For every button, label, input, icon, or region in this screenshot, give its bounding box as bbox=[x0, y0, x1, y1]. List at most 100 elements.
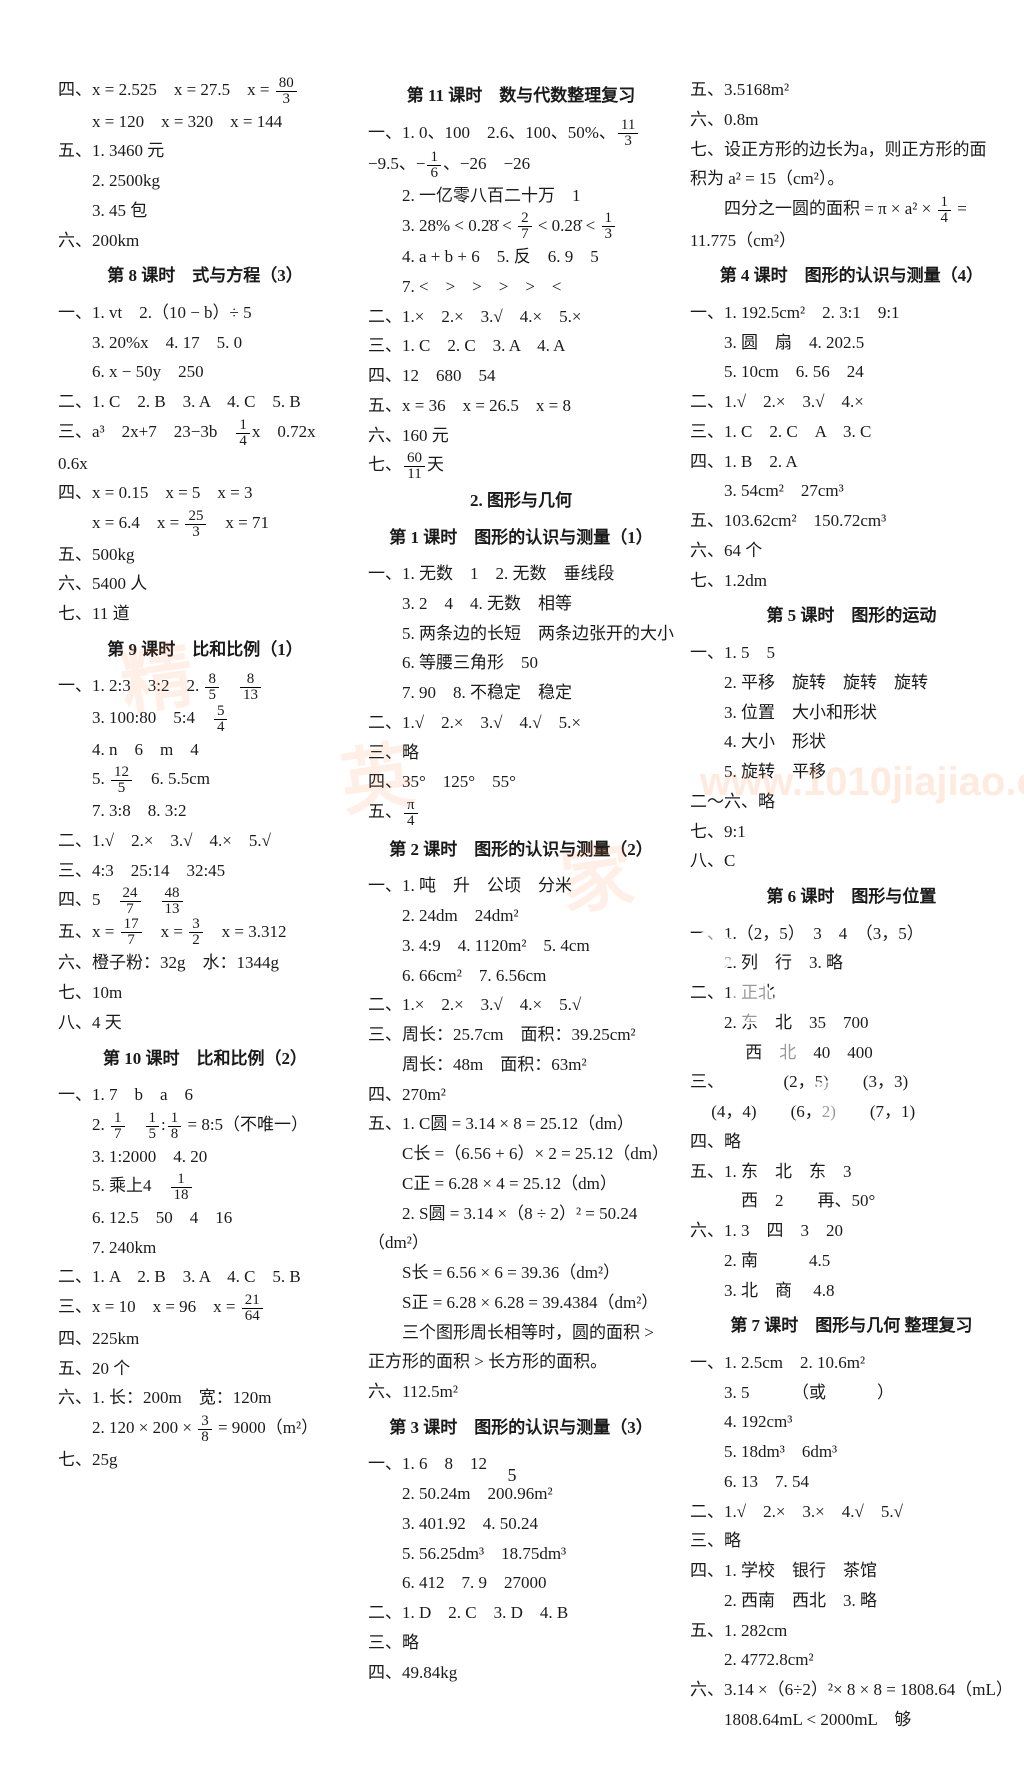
text: 6. 12.5 50 4 16 bbox=[58, 1203, 352, 1233]
text: x = 6.4 x = bbox=[58, 513, 183, 532]
lesson-heading: 第 3 课时 图形的认识与测量（3） bbox=[368, 1413, 674, 1444]
column-1: 四、x = 2.525 x = 27.5 x = 803 x = 120 x =… bbox=[50, 75, 360, 1735]
text: 一、1. 5 5 bbox=[690, 638, 1013, 668]
text: 三、1. C 2. C A 3. C bbox=[690, 417, 1013, 447]
text: 二、1.× 2.× 3.√ 4.× 5.√ bbox=[368, 990, 674, 1020]
text: 周长：48m 面积：63m² bbox=[368, 1050, 674, 1080]
column-3: 五、3.5168m² 六、0.8m 七、设正方形的边长为a，则正方形的面 积为 … bbox=[682, 75, 1021, 1735]
text: 5. 乘上4 bbox=[58, 1176, 169, 1195]
text: 3. 位置 大小和形状 bbox=[690, 698, 1013, 728]
text: 2. 120 × 200 × bbox=[58, 1418, 196, 1437]
text: 四、270m² bbox=[368, 1080, 674, 1110]
text: 3. 45 包 bbox=[58, 196, 352, 226]
decorative-blob bbox=[770, 1030, 814, 1074]
text: 六、5400 人 bbox=[58, 569, 352, 599]
text: 3. 4:9 4. 1120m² 5. 4cm bbox=[368, 931, 674, 961]
text: = 9000（m²） bbox=[214, 1418, 318, 1437]
text: 6. 等腰三角形 50 bbox=[368, 648, 674, 678]
text: 二、1.× 2.× 3.√ 4.× 5.× bbox=[368, 302, 674, 332]
text: 2. 2500kg bbox=[58, 166, 352, 196]
text: 三、略 bbox=[368, 1628, 674, 1658]
text: 六、160 元 bbox=[368, 421, 674, 451]
text: 5. 两条边的长短 两条边张开的大小 bbox=[368, 619, 674, 649]
text: 四、x = 0.15 x = 5 x = 3 bbox=[58, 478, 352, 508]
text: 4. 192cm³ bbox=[690, 1407, 1013, 1437]
text: 0.6x bbox=[58, 449, 352, 479]
lesson-heading: 第 1 课时 图形的认识与测量（1） bbox=[368, 523, 674, 554]
text: S正 = 6.28 × 6.28 = 39.4384（dm²） bbox=[368, 1288, 674, 1318]
text: 二、1. C 2. B 3. A 4. C 5. B bbox=[58, 387, 352, 417]
text: 3. 北 商 4.8 bbox=[690, 1276, 1013, 1306]
text: 八、4 天 bbox=[58, 1008, 352, 1038]
text: 四、x = 2.525 x = 27.5 x = bbox=[58, 80, 274, 99]
text: 六、橙子粉：32g 水：1344g bbox=[58, 948, 352, 978]
text: 7. 240km bbox=[58, 1233, 352, 1263]
text: 一、1. 吨 升 公顷 分米 bbox=[368, 871, 674, 901]
text: x = 3.312 bbox=[205, 922, 287, 941]
text: 、−26 −26 bbox=[443, 154, 530, 173]
text: 七、设正方形的边长为a，则正方形的面 bbox=[690, 135, 1013, 165]
text: 2. bbox=[58, 1115, 109, 1134]
text: 5. bbox=[58, 769, 109, 788]
text: 七、11 道 bbox=[58, 599, 352, 629]
text: 7. 90 8. 不稳定 稳定 bbox=[368, 678, 674, 708]
text: 3. 2 4 4. 无数 相等 bbox=[368, 589, 674, 619]
text: 3. 20%x 4. 17 5. 0 bbox=[58, 328, 352, 358]
text: 六、1. 3 四 3 20 bbox=[690, 1216, 1013, 1246]
text: 3. 28% < 0.2̇8̇ < bbox=[368, 216, 516, 235]
text: 二、1.√ 2.× 3.× 4.√ 5.√ bbox=[690, 1497, 1013, 1527]
text: C正 = 6.28 × 4 = 25.12（dm） bbox=[368, 1169, 674, 1199]
text: 3. 5 （或 ） bbox=[690, 1378, 1013, 1408]
lesson-heading: 第 2 课时 图形的认识与测量（2） bbox=[368, 835, 674, 866]
text: 2. 西南 西北 3. 略 bbox=[690, 1586, 1013, 1616]
text: 五、x = bbox=[58, 922, 119, 941]
text: 2. 24dm 24dm² bbox=[368, 901, 674, 931]
text: 三、4:3 25:14 32:45 bbox=[58, 856, 352, 886]
text: 6. 66cm² 7. 6.56cm bbox=[368, 961, 674, 991]
text: 2. S圆 = 3.14 ×（8 ÷ 2）² = 50.24 bbox=[368, 1199, 674, 1229]
text: 正方形的面积 > 长方形的面积。 bbox=[368, 1347, 674, 1377]
text: 2. 一亿零八百二十万 1 bbox=[368, 181, 674, 211]
text: 积为 a² = 15（cm²）。 bbox=[690, 164, 1013, 194]
text: 四、225km bbox=[58, 1324, 352, 1354]
text: 五、x = 36 x = 26.5 x = 8 bbox=[368, 391, 674, 421]
text: C长 =（6.56 + 6）× 2 = 25.12（dm） bbox=[368, 1139, 674, 1169]
text: 3. 401.92 4. 50.24 bbox=[368, 1509, 674, 1539]
text: 二、1. D 2. C 3. D 4. B bbox=[368, 1598, 674, 1628]
text: 5. 10cm 6. 56 24 bbox=[690, 357, 1013, 387]
text: 三、略 bbox=[690, 1526, 1013, 1556]
text: 1808.64mL < 2000mL 够 bbox=[690, 1705, 1013, 1735]
text: 三、x = 10 x = 96 x = bbox=[58, 1297, 240, 1316]
text: 6. 412 7. 9 27000 bbox=[368, 1568, 674, 1598]
text: 七、10m bbox=[58, 978, 352, 1008]
text: 2. 南 4.5 bbox=[690, 1246, 1013, 1276]
decorative-blob bbox=[690, 930, 734, 974]
text: 八、C bbox=[690, 846, 1013, 876]
text: 五、500kg bbox=[58, 540, 352, 570]
text: 西 2 再、50° bbox=[690, 1186, 1013, 1216]
text: 六、1. 长：200m 宽：120m bbox=[58, 1383, 352, 1413]
section-heading: 2. 图形与几何 bbox=[368, 486, 674, 517]
text: 5. 56.25dm³ 18.75dm³ bbox=[368, 1539, 674, 1569]
text: （dm²） bbox=[368, 1228, 674, 1258]
page-number: 5 bbox=[508, 1465, 517, 1486]
text: 四、1. 学校 银行 茶馆 bbox=[690, 1556, 1013, 1586]
text: 三、略 bbox=[368, 738, 674, 768]
text: 天 bbox=[427, 455, 444, 474]
text: 五、1. C圆 = 3.14 × 8 = 25.12（dm） bbox=[368, 1109, 674, 1139]
column-2: 第 11 课时 数与代数整理复习 一、1. 0、100 2.6、100、50%、… bbox=[360, 75, 682, 1735]
text: 4. 大小 形状 bbox=[690, 727, 1013, 757]
text: 4. a + b + 6 5. 反 6. 9 5 bbox=[368, 242, 674, 272]
page-scan: 四、x = 2.525 x = 27.5 x = 803 x = 120 x =… bbox=[0, 0, 1024, 1765]
text: 一、1. 2:3 3:2 2. bbox=[58, 676, 203, 695]
text: 四、49.84kg bbox=[368, 1658, 674, 1688]
text: 三、周长：25.7cm 面积：39.25cm² bbox=[368, 1020, 674, 1050]
text: 六、0.8m bbox=[690, 105, 1013, 135]
text: 一、1. 6 8 12 bbox=[368, 1449, 674, 1479]
text: 四、12 680 54 bbox=[368, 361, 674, 391]
lesson-heading: 第 11 课时 数与代数整理复习 bbox=[368, 81, 674, 112]
text: 一、1.（2，5） 3 4 （3，5） bbox=[690, 919, 1013, 949]
text: 4. n 6 m 4 bbox=[58, 735, 352, 765]
text: 6. 5.5cm bbox=[134, 769, 210, 788]
text: 一、1. 7 b a 6 bbox=[58, 1080, 352, 1110]
